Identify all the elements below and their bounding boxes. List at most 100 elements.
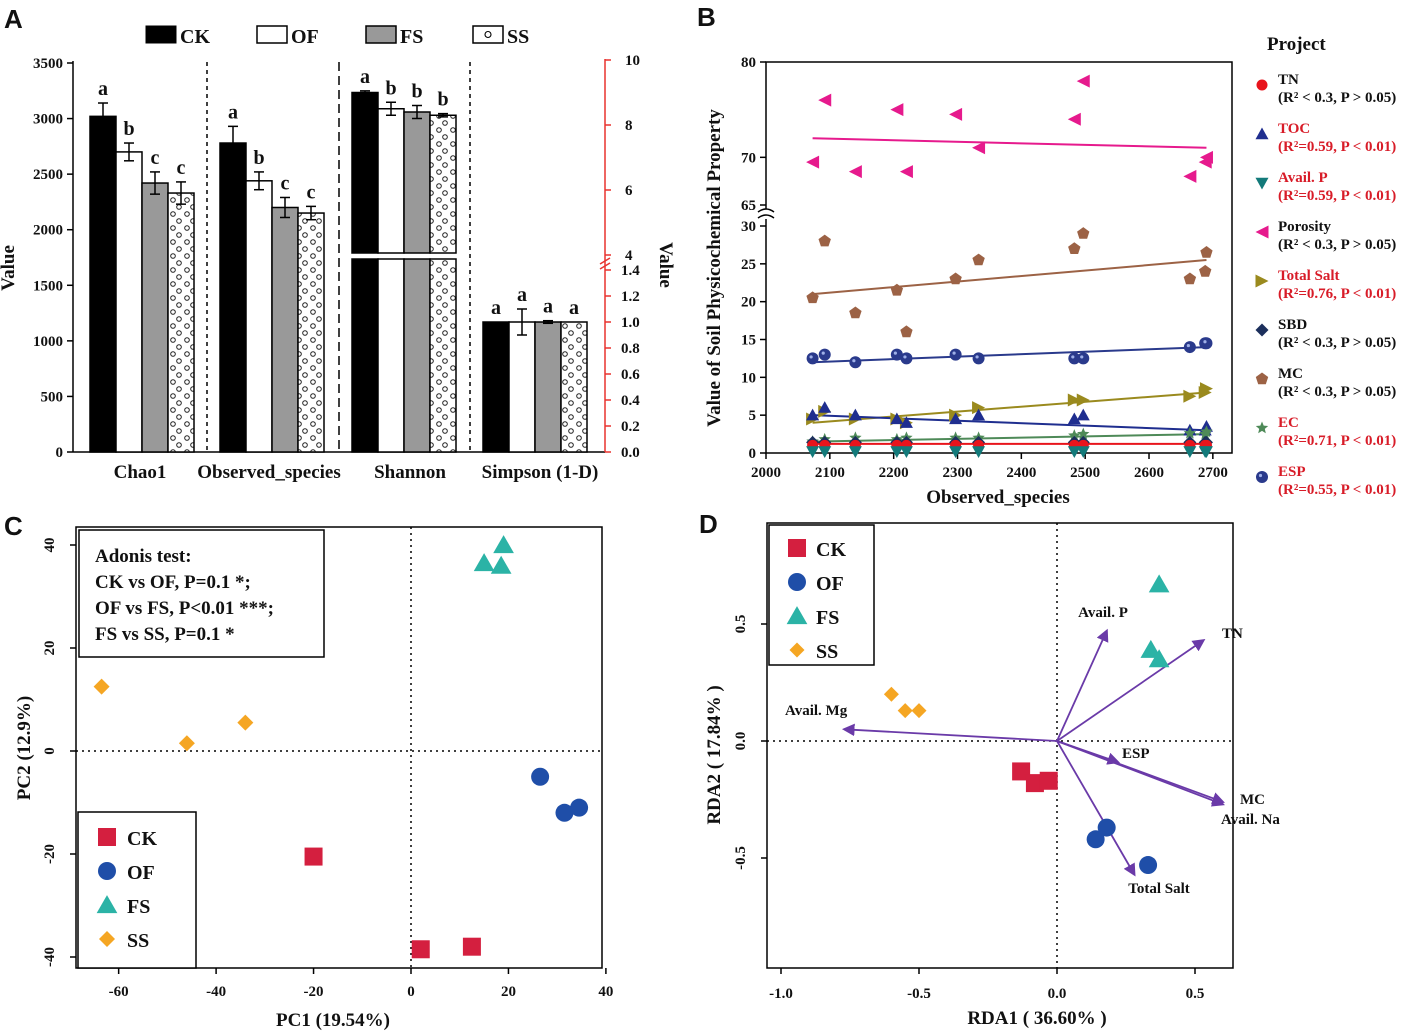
a-axis-break [599,262,611,270]
d-legend-marker-of [788,573,806,591]
b-point-porosity [818,93,832,107]
c-point-ck [411,940,430,959]
b-point-mc [1200,246,1213,258]
a-category-label: Simpson (1-D) [482,462,599,483]
a-bar-shannon-ss-lower [429,258,457,453]
a-bar-simpson-1-d-ss [560,321,588,453]
b-legend-marker-mc [1255,372,1269,385]
b-legend-name-esp: ESP [1278,464,1306,480]
c-legend-marker-of [98,862,116,880]
d-point-of [1086,830,1105,849]
c-y-tick-label: 20 [42,641,58,656]
a-left-tick-label: 2000 [33,223,63,239]
legend-swatch-of [256,25,288,44]
c-x-tick-label: -40 [206,984,226,1000]
a-bar-shannon-fs [403,111,431,254]
b-legend-marker-esp-highlight [1258,473,1263,478]
panel-label-d: D [699,509,718,539]
c-x-tick-label: 0 [407,984,415,1000]
b-point-toc [1067,412,1081,425]
legend-label-of: OF [291,26,319,48]
a-left-tick-label: 500 [41,389,64,405]
a-significance-letter: a [543,296,553,318]
d-x-tick-label: -0.5 [907,986,931,1002]
b-y-tick-label: 0 [749,446,757,462]
a-significance-letter: a [517,284,527,306]
d-point-ss [911,703,927,719]
b-point-esp [1200,337,1213,350]
a-bar-chao1-ss [167,192,195,453]
a-significance-letter: a [228,101,238,123]
a-bar-observed-species-ss [297,212,325,453]
a-left-tick-label: 2500 [33,167,63,183]
c-x-tick-label: 20 [501,984,516,1000]
a-significance-letter: c [151,147,160,169]
b-point-toc [890,412,904,425]
b-axis-break-gap [758,209,774,219]
d-y-tick-label: 0.0 [733,732,749,751]
b-legend-stat-tn: (R² < 0.3, P > 0.05) [1278,90,1396,106]
panel-label-a: A [4,4,23,34]
d-point-fs [1148,574,1170,593]
a-right-tick-label: 1.0 [621,315,640,331]
b-point-esp-highlight [1071,355,1075,359]
a-left-tick-label: 3500 [33,56,63,72]
d-point-ss [883,686,899,702]
b-point-ec [1068,429,1081,441]
b-point-esp-highlight [809,355,813,359]
b-y-tick-label: 25 [741,257,756,273]
b-legend-marker-sbd [1255,323,1269,337]
a-left-tick-label: 1500 [33,278,63,294]
c-point-ss [178,735,195,752]
d-legend-marker-ss [789,642,805,658]
d-y-axis-title: RDA2 ( 17.84% ) [704,685,725,824]
a-left-tick-label: 0 [56,445,64,461]
b-legend-marker-ec [1255,421,1269,434]
a-right-tick-label: 10 [625,53,640,69]
c-x-tick-label: -60 [109,984,129,1000]
b-legend-name-sbd: SBD [1278,317,1307,333]
a-significance-letter: c [281,172,290,194]
c-point-of [531,767,550,786]
b-legend-name-ec: EC [1278,415,1299,431]
c-legend-box [77,811,197,969]
c-adonis-box [78,529,325,658]
b-legend-marker-tn [1256,79,1268,91]
b-fit-line-toc [812,414,1207,432]
b-legend-stat-esp: (R²=0.55, P < 0.01) [1278,482,1396,498]
c-legend-label-ck: CK [127,828,157,850]
a-left-tick-label: 1000 [33,334,63,350]
b-point-esp-highlight [1186,343,1190,348]
d-arrow-tn [1056,638,1206,742]
b-point-total-salt [1199,382,1213,396]
c-point-fs [490,555,512,574]
d-arrow-label-tn: TN [1222,626,1243,642]
b-point-avail-p [949,446,963,458]
a-category-label: Chao1 [114,462,167,483]
a-right-tick-label: 8 [625,118,633,134]
a-category-label: Shannon [374,462,446,483]
a-bar-shannon-ss [429,114,457,254]
b-point-esp [972,352,985,365]
a-significance-letter: c [307,181,316,203]
panel-c-marks [93,535,589,959]
b-point-ec [1183,426,1197,439]
b-legend-stat-total-salt: (R²=0.76, P < 0.01) [1278,286,1396,302]
c-adonis-line: OF vs FS, P<0.01 ***; [95,598,274,619]
d-arrow-total-salt [1056,740,1136,877]
c-legend-label-ss: SS [127,930,149,952]
b-point-toc [899,416,913,428]
b-point-total-salt [1067,393,1081,407]
panel-label-c: C [4,511,23,541]
b-point-total-salt [1076,393,1090,407]
panel-a-bar-chart: CK OF FS SS 0 500 1000 1500 2000 2500 3000 3500… [0,25,676,483]
c-legend-label-fs: FS [127,896,150,918]
b-legend-name-toc: TOC [1278,121,1310,137]
a-bar-shannon-ck-lower [351,258,379,453]
b-point-esp [1183,341,1196,354]
d-arrow-avail-na [1056,740,1225,807]
b-point-porosity [972,141,986,155]
b-legend-stat-sbd: (R² < 0.3, P > 0.05) [1278,335,1396,351]
a-significance-letter: b [123,118,134,140]
